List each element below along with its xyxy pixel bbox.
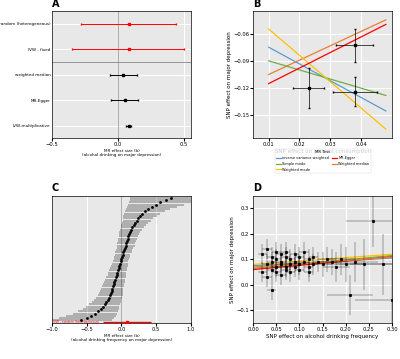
Text: C: C	[52, 183, 59, 194]
X-axis label: MR effect size (b)
(alcohol drinking frequency on major depression): MR effect size (b) (alcohol drinking fre…	[71, 334, 172, 342]
X-axis label: SNP effect on alcohol consumption: SNP effect on alcohol consumption	[274, 149, 371, 154]
X-axis label: SNP effect on alcohol drinking frequency: SNP effect on alcohol drinking frequency	[266, 334, 379, 339]
Y-axis label: SNP effect on major depression: SNP effect on major depression	[226, 31, 232, 118]
Legend: inverse variance weighted, Simple mode, Weighted mode, MR-Egger, Weighted median: inverse variance weighted, Simple mode, …	[274, 149, 371, 173]
Text: A: A	[52, 0, 60, 9]
Text: IVW - random (heterogeneous): IVW - random (heterogeneous)	[53, 320, 99, 323]
Text: B: B	[253, 0, 260, 9]
X-axis label: MR effect size (b)
(alcohol drinking on major depression): MR effect size (b) (alcohol drinking on …	[82, 149, 161, 157]
Y-axis label: SNP effect on major depression: SNP effect on major depression	[230, 216, 235, 303]
Text: D: D	[253, 183, 261, 194]
